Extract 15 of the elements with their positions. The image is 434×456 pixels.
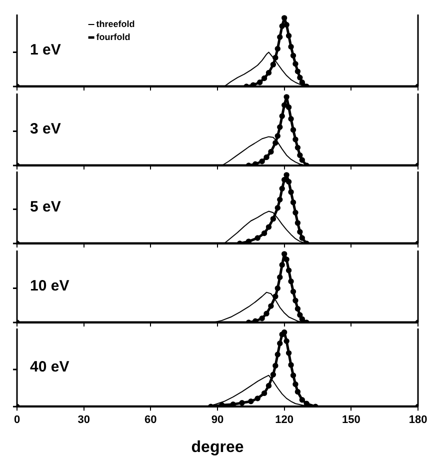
legend-label: fourfold [96,32,130,42]
x-tick-label: 120 [275,414,294,426]
x-tick-label: 180 [408,414,428,426]
x-tick-label: 0 [14,414,20,426]
annotation: 10 eV [30,277,70,294]
annotation: 5 eV [30,198,61,216]
x-tick-label: 90 [211,414,224,426]
annotation: 1 eV [30,42,61,59]
legend-label: threefold [96,18,135,29]
x-tick-label: 60 [144,414,157,426]
x-tick-label: 150 [342,414,360,426]
annotation: 40 eV [30,358,70,376]
annotation: 3 eV [30,120,61,138]
x-tick-label: 30 [78,414,90,426]
x-axis-title: degree [191,438,244,456]
